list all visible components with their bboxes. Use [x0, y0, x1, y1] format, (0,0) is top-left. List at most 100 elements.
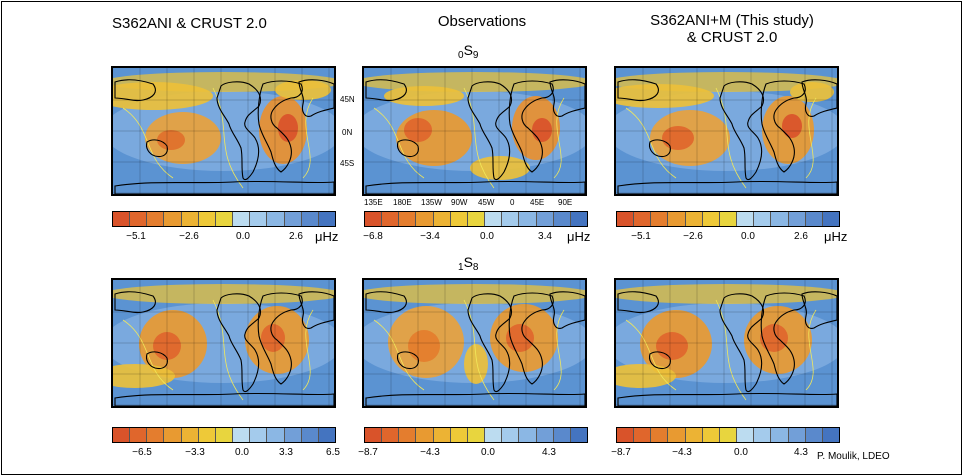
colorbar-swatch — [399, 212, 417, 226]
middle-column-title: Observations — [437, 13, 527, 30]
tick-top-left-1: −5.1 — [126, 231, 146, 242]
colorbar-swatch — [284, 212, 302, 226]
colorbar-swatch — [651, 428, 669, 442]
colorbar-swatch — [519, 212, 537, 226]
colorbar-swatch — [301, 212, 319, 226]
colorbar-swatch — [301, 428, 319, 442]
right-title-line1: S362ANI+M (This study) — [650, 12, 814, 29]
colorbar-swatch — [685, 428, 703, 442]
colorbar-swatch — [113, 428, 131, 442]
colorbar-swatch — [130, 428, 148, 442]
colorbar-swatch — [553, 212, 571, 226]
tick-bottom-middle-3: 0.0 — [481, 447, 495, 458]
tick-top-middle-4: 3.4 — [538, 231, 552, 242]
colorbar-swatch — [502, 212, 520, 226]
colorbar-swatch — [433, 428, 451, 442]
colorbar-top-middle — [364, 211, 588, 227]
colorbar-swatch — [805, 428, 823, 442]
colorbar-bottom-left — [112, 427, 336, 443]
colorbar-swatch — [147, 212, 165, 226]
lon-label-45w: 45W — [478, 198, 495, 207]
colorbar-bottom-right — [616, 427, 840, 443]
colorbar-swatch — [215, 212, 234, 226]
lon-label-90w: 90W — [451, 198, 468, 207]
colorbar-swatch — [719, 428, 738, 442]
map-bottom-middle — [362, 278, 587, 408]
unit-top-middle: μHz — [567, 229, 591, 244]
colorbar-swatch — [668, 428, 686, 442]
colorbar-top-left — [112, 211, 336, 227]
lon-label-135w: 135W — [421, 198, 442, 207]
colorbar-swatch — [685, 212, 703, 226]
tick-top-middle-1: −6.8 — [363, 231, 383, 242]
colorbar-swatch — [267, 428, 285, 442]
colorbar-swatch — [450, 212, 468, 226]
colorbar-swatch — [147, 428, 165, 442]
colorbar-swatch — [164, 428, 182, 442]
colorbar-swatch — [788, 212, 806, 226]
colorbar-swatch — [822, 212, 840, 226]
colorbar-swatch — [536, 428, 554, 442]
colorbar-swatch — [164, 212, 182, 226]
tick-bottom-middle-4: 4.3 — [542, 447, 556, 458]
colorbar-swatch — [737, 428, 755, 442]
colorbar-swatch — [233, 212, 251, 226]
tick-bottom-middle-1: −8.7 — [358, 447, 378, 458]
lon-label-135e: 135E — [364, 198, 383, 207]
map-top-right — [614, 66, 839, 196]
colorbar-swatch — [318, 212, 336, 226]
colorbar-swatch — [485, 212, 503, 226]
colorbar-swatch — [754, 212, 772, 226]
colorbar-swatch — [771, 428, 789, 442]
colorbar-swatch — [250, 212, 268, 226]
colorbar-swatch — [617, 212, 635, 226]
colorbar-swatch — [519, 428, 537, 442]
tick-top-left-2: −2.6 — [179, 231, 199, 242]
tick-top-right-4: 2.6 — [794, 231, 808, 242]
colorbar-swatch — [181, 428, 199, 442]
colorbar-swatch — [233, 428, 251, 442]
colorbar-swatch — [737, 212, 755, 226]
tick-top-middle-3: 0.0 — [480, 231, 494, 242]
colorbar-swatch — [719, 212, 738, 226]
colorbar-swatch — [365, 428, 383, 442]
colorbar-swatch — [570, 212, 588, 226]
colorbar-swatch — [450, 428, 468, 442]
colorbar-swatch — [130, 212, 148, 226]
colorbar-swatch — [250, 428, 268, 442]
colorbar-swatch — [536, 212, 554, 226]
tick-bottom-left-3: 0.0 — [235, 447, 249, 458]
lon-label-180e: 180E — [393, 198, 412, 207]
colorbar-top-right — [616, 211, 840, 227]
colorbar-swatch — [702, 428, 720, 442]
mode-label-top: 0S9 — [458, 42, 479, 61]
mode-label-bottom: 1S8 — [458, 254, 479, 273]
colorbar-swatch — [399, 428, 417, 442]
colorbar-swatch — [198, 212, 216, 226]
colorbar-bottom-middle — [364, 427, 588, 443]
world-map-svg — [616, 68, 837, 194]
colorbar-swatch — [467, 212, 486, 226]
colorbar-swatch — [754, 428, 772, 442]
colorbar-swatch — [485, 428, 503, 442]
tick-bottom-right-1: −8.7 — [611, 447, 631, 458]
colorbar-swatch — [382, 428, 400, 442]
tick-bottom-left-5: 6.5 — [326, 447, 340, 458]
right-title-line2: & CRUST 2.0 — [686, 29, 778, 46]
world-map-svg — [616, 280, 837, 406]
colorbar-swatch — [553, 428, 571, 442]
colorbar-swatch — [822, 428, 840, 442]
colorbar-swatch — [771, 212, 789, 226]
colorbar-swatch — [365, 212, 383, 226]
colorbar-swatch — [416, 212, 434, 226]
colorbar-swatch — [416, 428, 434, 442]
unit-top-right: μHz — [824, 229, 848, 244]
tick-bottom-right-2: −4.3 — [672, 447, 692, 458]
lat-label-45s: 45S — [340, 159, 355, 168]
colorbar-swatch — [634, 428, 652, 442]
map-top-middle — [362, 66, 587, 196]
colorbar-swatch — [570, 428, 588, 442]
colorbar-swatch — [181, 212, 199, 226]
right-column-title: S362ANI+M (This study) & CRUST 2.0 — [602, 12, 862, 46]
colorbar-swatch — [668, 212, 686, 226]
